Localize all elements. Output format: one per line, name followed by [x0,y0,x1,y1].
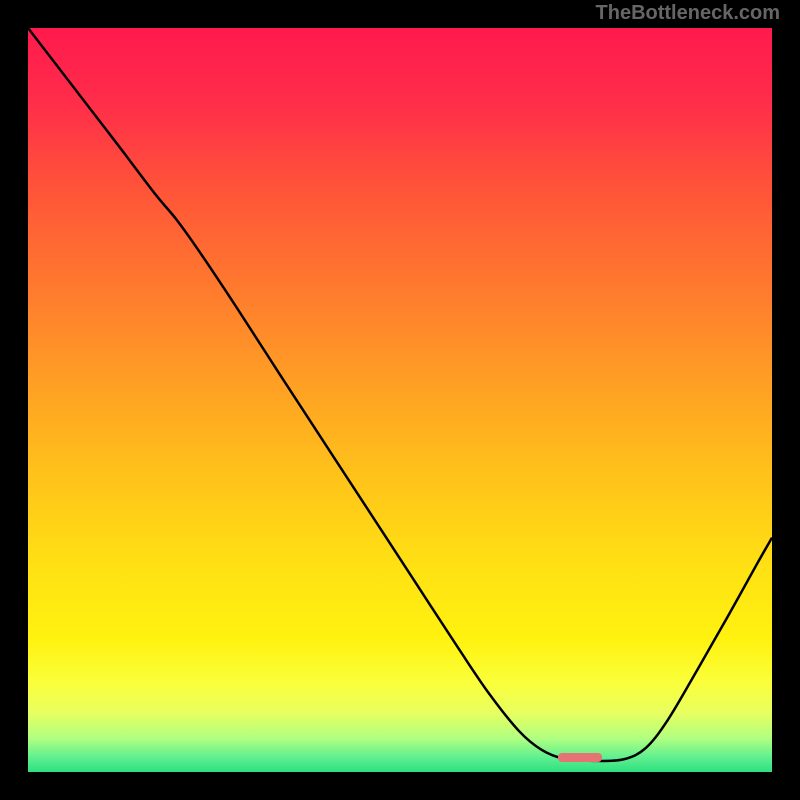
watermark-text: TheBottleneck.com [596,2,780,25]
optimal-marker [558,753,602,762]
plot-area [28,28,772,772]
performance-curve [28,28,772,772]
